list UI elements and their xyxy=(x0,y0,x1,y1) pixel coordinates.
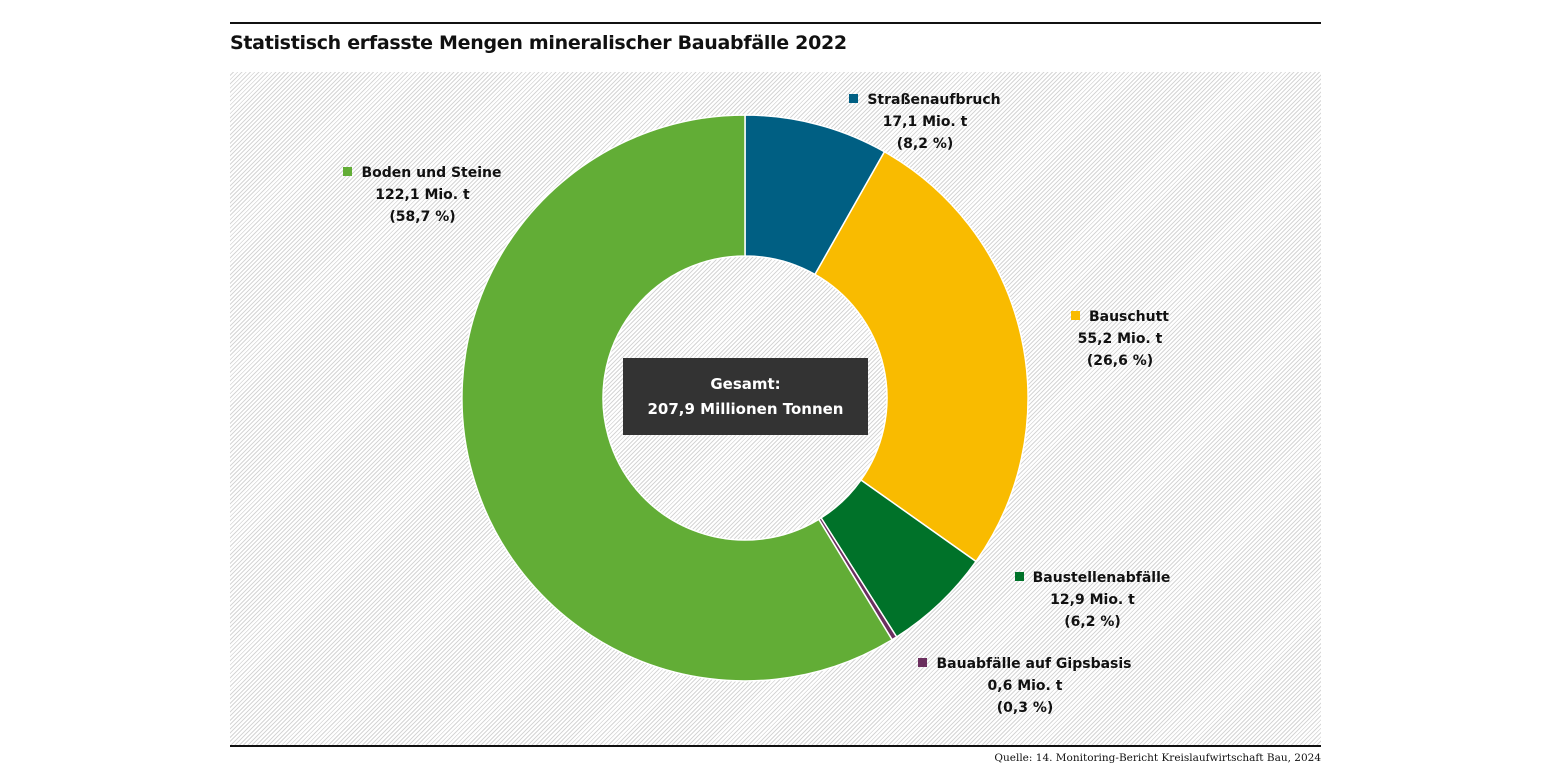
label-boden-und-steine: Boden und Steine 122,1 Mio. t (58,7 %) xyxy=(335,162,510,228)
legend-swatch xyxy=(1014,572,1024,581)
total-label-heading: Gesamt: xyxy=(710,374,781,393)
total-label-value: 207,9 Millionen Tonnen xyxy=(647,399,844,418)
label-gipsbasis: Bauabfälle auf Gipsbasis 0,6 Mio. t (0,3… xyxy=(905,653,1145,719)
top-rule xyxy=(230,22,1321,24)
legend-swatch xyxy=(343,167,353,176)
donut-slice-bauschutt xyxy=(813,150,1029,563)
chart-title: Statistisch erfasste Mengen mineralische… xyxy=(230,32,847,54)
label-bauschutt: Bauschutt 55,2 Mio. t (26,6 %) xyxy=(1055,306,1185,372)
source-note: Quelle: 14. Monitoring-Bericht Kreislauf… xyxy=(994,752,1321,764)
legend-swatch xyxy=(918,658,928,667)
legend-swatch xyxy=(849,94,859,103)
donut-slice-boden-und-steine xyxy=(461,114,894,682)
label-strassenaufbruch: Straßenaufbruch 17,1 Mio. t (8,2 %) xyxy=(845,89,1005,155)
plot-area xyxy=(230,72,1321,745)
donut-chart xyxy=(461,114,1029,682)
legend-swatch xyxy=(1070,311,1080,320)
label-baustellenabfaelle: Baustellenabfälle 12,9 Mio. t (6,2 %) xyxy=(1005,567,1180,633)
total-label-box: Gesamt: 207,9 Millionen Tonnen xyxy=(623,358,868,435)
bottom-rule xyxy=(230,745,1321,747)
